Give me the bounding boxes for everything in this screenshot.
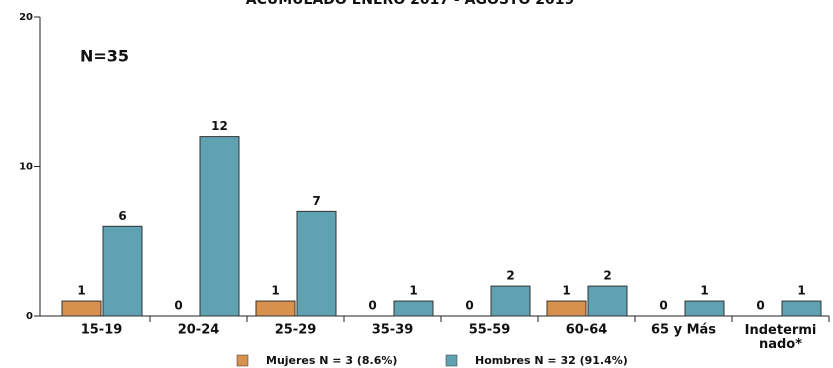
y-tick-label: 10 — [19, 162, 33, 173]
data-label: 2 — [603, 269, 611, 283]
bar — [102, 225, 143, 317]
bar — [781, 300, 822, 317]
x-tick-label: Indetermi nado* — [745, 323, 817, 352]
data-label: 0 — [465, 299, 473, 313]
bar — [587, 285, 628, 317]
bar — [546, 300, 587, 317]
data-label: 0 — [659, 299, 667, 313]
x-tick-label: 20-24 — [178, 323, 220, 338]
data-label: 1 — [562, 284, 570, 298]
bar — [61, 300, 102, 317]
data-label: 6 — [118, 209, 126, 223]
bar — [199, 136, 240, 317]
chart-title: ACUMULADO ENERO 2017 - AGOSTO 2019 — [246, 0, 574, 8]
x-tick-label: 25-29 — [275, 323, 317, 338]
legend-label: Hombres N = 32 (91.4%) — [475, 354, 628, 367]
data-label: 0 — [368, 299, 376, 313]
data-label: 7 — [312, 194, 320, 208]
data-label: 1 — [77, 284, 85, 298]
annotation: N=35 — [80, 47, 129, 66]
y-tick-label: 0 — [26, 311, 33, 322]
data-label: 2 — [506, 269, 514, 283]
data-label: 0 — [174, 299, 182, 313]
bar — [296, 210, 337, 317]
x-tick-label: 35-39 — [372, 323, 414, 338]
bar — [490, 285, 531, 317]
data-label: 1 — [271, 284, 279, 298]
legend-swatch — [236, 354, 249, 367]
data-label: 1 — [409, 284, 417, 298]
x-tick-label: 15-19 — [81, 323, 123, 338]
data-label: 1 — [700, 284, 708, 298]
data-label: 1 — [797, 284, 805, 298]
bar — [393, 300, 434, 317]
x-tick-label: 65 y Más — [651, 323, 716, 338]
x-tick-label: 55-59 — [469, 323, 511, 338]
x-tick-label: 60-64 — [566, 323, 608, 338]
bar — [255, 300, 296, 317]
data-label: 0 — [756, 299, 764, 313]
data-label: 12 — [211, 119, 228, 133]
legend-swatch — [445, 354, 458, 367]
bar — [684, 300, 725, 317]
legend-label: Mujeres N = 3 (8.6%) — [266, 354, 397, 367]
y-tick-label: 20 — [19, 12, 33, 23]
